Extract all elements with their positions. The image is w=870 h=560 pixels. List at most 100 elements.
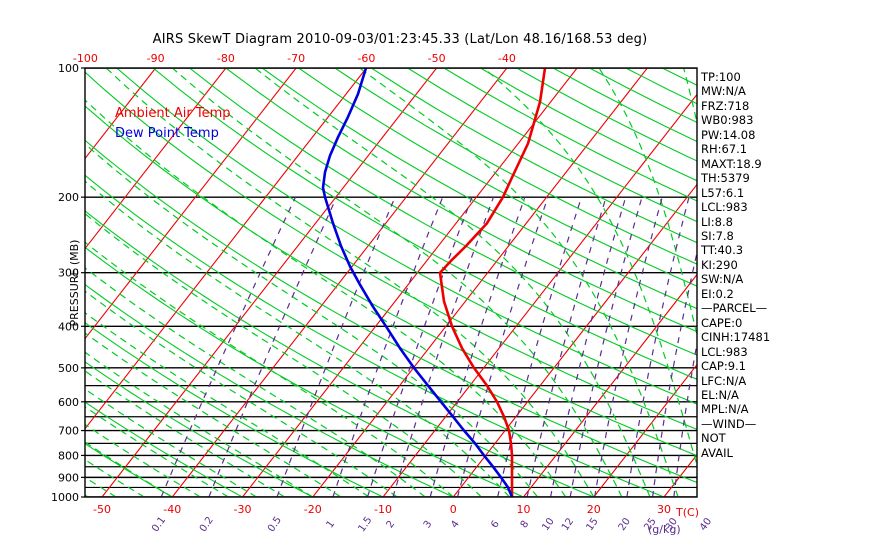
mixing-ratio-tick-label: 0.1 <box>150 515 168 534</box>
saturated-adiabat-line <box>85 212 482 497</box>
parameter-item: RH:67.1 <box>701 142 748 157</box>
parameter-item: CAP:9.1 <box>701 359 746 374</box>
isotherm-line <box>382 93 697 497</box>
dry-adiabat-line <box>85 401 243 497</box>
isotherm-line <box>242 68 578 497</box>
mixing-ratio-tick-label: 40 <box>698 516 714 533</box>
mixing-ratio-tick-label: 15 <box>584 516 600 533</box>
bottom-temperature-tick-label: -10 <box>374 503 392 516</box>
bottom-temperature-tick-label: 0 <box>450 503 457 516</box>
parameter-item: KI:290 <box>701 257 738 272</box>
legend-ambient-air-temp: Ambient Air Temp <box>115 106 231 121</box>
mixing-ratio-line <box>626 196 690 497</box>
dry-adiabat-line <box>334 68 697 265</box>
saturated-adiabat-line <box>0 68 32 497</box>
parameter-item: AVAIL <box>701 445 733 460</box>
mixing-ratio-tick-label: 8 <box>519 519 532 531</box>
mixing-ratio-line <box>652 249 697 497</box>
parameter-panel: TP:100 MW:N/A FRZ:718 WB0:983 PW:14.08 RH:67.… <box>701 70 797 460</box>
dry-adiabat-line <box>189 68 697 356</box>
parameter-item: LCL:983 <box>701 344 748 359</box>
parameter-item: EL:N/A <box>701 387 739 402</box>
saturated-adiabat-line <box>254 68 651 497</box>
pressure-tick-label: 400 <box>58 320 79 333</box>
mixing-ratio-tick-label: 6 <box>489 519 502 531</box>
parameter-item: NOT <box>701 431 726 446</box>
saturated-adiabat-line <box>359 68 679 497</box>
dry-adiabat-line <box>116 68 697 405</box>
parameter-item: TH:5379 <box>701 171 750 186</box>
parameter-item: MAXT:18.9 <box>701 156 762 171</box>
mixing-ratio-tick-label: 1.5 <box>356 515 374 534</box>
dewpoint-profile <box>321 68 514 497</box>
saturated-adiabat-line <box>105 68 595 497</box>
mixing-ratio-tick-label: 0.2 <box>198 515 216 534</box>
isotherm-line <box>171 68 508 497</box>
ambient-temp-profile <box>438 68 547 497</box>
mixing-ratio-tick-label: 0.5 <box>266 515 284 534</box>
parameter-item: FRZ:718 <box>701 98 750 113</box>
parameter-item: SI:7.8 <box>701 228 734 243</box>
dry-adiabat-line <box>516 68 697 162</box>
parameter-item: L57:6.1 <box>701 185 745 200</box>
dry-adiabat-line <box>443 68 697 202</box>
dry-adiabat-line <box>85 139 697 484</box>
bottom-temperature-tick-label: -20 <box>304 503 322 516</box>
parameter-item: WB0:983 <box>701 113 754 128</box>
saturated-adiabat-line <box>171 68 623 497</box>
isotherm-line <box>312 68 648 497</box>
isotherm-line <box>805 68 870 497</box>
parameter-item: EI:0.2 <box>701 286 734 301</box>
saturated-adiabat-line <box>85 312 370 497</box>
mixing-ratio-tick-label: 2 <box>385 519 398 531</box>
parameter-item: LCL:983 <box>701 200 748 215</box>
pressure-tick-label: 600 <box>58 396 79 409</box>
dry-adiabat-line <box>261 68 697 310</box>
pressure-tick-label: 1000 <box>51 491 79 504</box>
mixing-ratio-tick-label: 20 <box>617 516 633 533</box>
saturated-adiabat-line <box>85 180 510 497</box>
parameter-item: LFC:N/A <box>701 373 747 388</box>
bottom-temperature-tick-label: -50 <box>93 503 111 516</box>
dry-adiabat-line <box>85 174 665 497</box>
mixing-ratio-line <box>392 196 495 497</box>
parameter-item: PW:14.08 <box>701 127 756 142</box>
mixing-ratio-tick-label: 1 <box>325 519 338 531</box>
mixing-ratio-tick-label: 12 <box>560 516 576 533</box>
pressure-axis-label: PRESSURE (MB) <box>68 240 81 327</box>
mixing-ratio-line <box>526 196 607 497</box>
dry-adiabat-line <box>480 68 697 182</box>
top-temperature-tick-label: -80 <box>217 52 235 65</box>
bottom-temperature-tick-label: 10 <box>517 503 531 516</box>
legend-dew-point-temp: Dew Point Temp <box>115 126 219 141</box>
mixing-ratio-line <box>276 196 396 497</box>
bottom-temperature-tick-label: -30 <box>234 503 252 516</box>
pressure-tick-label: 500 <box>58 362 79 375</box>
mixing-ratio-line <box>332 196 444 497</box>
saturated-adiabat-line <box>0 68 60 497</box>
parameter-item: TP:100 <box>701 70 741 84</box>
page-title: AIRS SkewT Diagram 2010-09-03/01:23:45.3… <box>152 32 648 47</box>
dry-adiabat-line <box>85 361 314 497</box>
isotherm-line <box>85 68 157 160</box>
parameter-item: MW:N/A <box>701 84 746 99</box>
pressure-tick-label: 300 <box>58 267 79 280</box>
mixing-ratio-line <box>550 196 627 497</box>
parameter-item: TT:40.3 <box>701 243 744 258</box>
mixing-ratio-tick-label: 10 <box>540 516 556 533</box>
parameter-item: MPL:N/A <box>701 402 749 417</box>
saturated-adiabat-line <box>85 290 398 497</box>
mixing-ratio-line <box>497 196 583 497</box>
mixing-ratio-line <box>457 196 549 497</box>
top-temperature-tick-label: -60 <box>357 52 375 65</box>
isotherm-line <box>101 68 438 497</box>
saturated-adiabat-line <box>85 267 426 497</box>
mixing-ratio-line <box>208 196 338 497</box>
profile-layer <box>321 68 547 497</box>
saturated-adiabat-line <box>85 332 342 497</box>
top-temperature-tick-label: -50 <box>428 52 446 65</box>
saturated-adiabat-line <box>85 143 538 497</box>
